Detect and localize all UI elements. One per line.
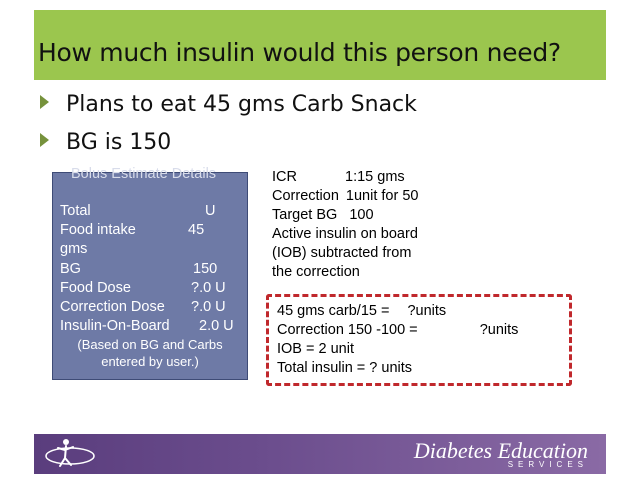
bullet-text: BG is 150 xyxy=(66,130,172,155)
carb-calc-text: 45 gms carb/15 = xyxy=(277,303,390,319)
box-note-line2: entered by user.) xyxy=(101,354,199,369)
correction-label: Correction xyxy=(272,188,339,204)
active-insulin-line2: (IOB) subtracted from xyxy=(272,245,412,261)
bolus-estimate-box: Bolus Estimate Details Total U Food inta… xyxy=(52,166,248,380)
title-bar xyxy=(34,10,606,80)
food-intake-unit: gms xyxy=(60,241,88,257)
target-row: Target BG 100 xyxy=(272,206,418,225)
active-insulin-line3: the correction xyxy=(272,264,360,280)
slide-title: How much insulin would this person need? xyxy=(38,38,561,67)
brand-name: Diabetes Education xyxy=(413,438,588,463)
correction-dose-value: ?.0 U xyxy=(191,299,226,315)
food-dose-value: ?.0 U xyxy=(191,280,226,296)
iob-calc-line: IOB = 2 unit xyxy=(277,341,354,357)
correction-value: 1unit for 50 xyxy=(345,188,419,204)
calculation-box xyxy=(266,294,572,386)
target-value: 100 xyxy=(349,207,374,223)
icr-row: ICR 1:15 gms xyxy=(272,168,418,187)
bg-value: 150 xyxy=(193,261,218,277)
insulin-settings: ICR 1:15 gms Correction 1unit for 50 Tar… xyxy=(272,168,418,282)
target-label: Target BG xyxy=(272,207,338,223)
bg-label: BG xyxy=(60,261,81,277)
correction-row: Correction 1unit for 50 xyxy=(272,187,418,206)
icr-value: 1:15 gms xyxy=(345,169,405,185)
correction-calc-text: Correction 150 -100 = xyxy=(277,322,418,338)
carb-calc-result: ?units xyxy=(407,303,447,319)
carb-calc-row: 45 gms carb/15 = ?units xyxy=(277,302,518,321)
triangle-bullet-icon xyxy=(40,133,49,147)
bullet-text: Plans to eat 45 gms Carb Snack xyxy=(66,92,417,117)
bullet-item: Plans to eat 45 gms Carb Snack xyxy=(40,92,417,117)
iob-value: 2.0 U xyxy=(199,318,234,334)
icr-label: ICR xyxy=(272,169,297,185)
iob-label: Insulin-On-Board xyxy=(60,318,170,334)
total-value: U xyxy=(205,203,216,219)
total-label: Total xyxy=(60,203,91,219)
food-dose-label: Food Dose xyxy=(60,280,131,296)
total-calc-line: Total insulin = ? units xyxy=(277,360,413,376)
correction-calc-result: ?units xyxy=(479,322,519,338)
active-insulin-line1: Active insulin on board xyxy=(272,226,418,242)
box-note-line1: (Based on BG and Carbs xyxy=(77,337,223,352)
brand-logo: Diabetes Education SERVICES xyxy=(414,438,588,469)
food-intake-label: Food intake xyxy=(60,222,136,238)
correction-calc-row: Correction 150 -100 = ?units xyxy=(277,321,518,340)
calculation-lines: 45 gms carb/15 = ?units Correction 150 -… xyxy=(277,302,518,378)
food-intake-value: 45 xyxy=(188,222,205,238)
bolus-box-header: Bolus Estimate Details xyxy=(71,166,217,182)
person-logo-icon xyxy=(45,439,95,467)
correction-dose-label: Correction Dose xyxy=(60,299,165,315)
bullet-item: BG is 150 xyxy=(40,130,171,155)
brand-subtitle: SERVICES xyxy=(507,460,588,469)
triangle-bullet-icon xyxy=(40,95,49,109)
footer-bar: Diabetes Education SERVICES xyxy=(34,434,606,474)
